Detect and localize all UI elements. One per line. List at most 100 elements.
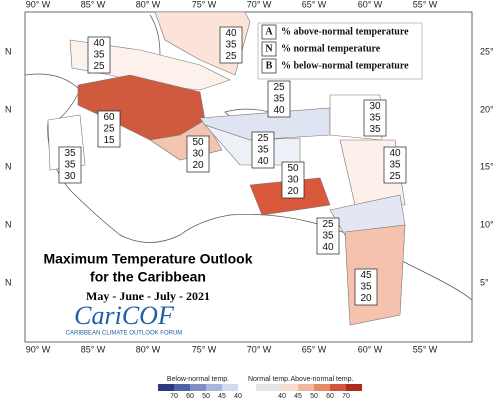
region-value: 25 [225, 51, 237, 62]
lon-label: 90° W [26, 344, 51, 354]
region-value: 40 [389, 148, 401, 159]
lon-label: 80° W [136, 344, 161, 354]
region-box [281, 161, 305, 199]
title: for the Caribbean [90, 269, 206, 285]
lat-label: N [5, 104, 12, 114]
colorbar-tick: 40 [234, 393, 242, 400]
region-value: 25 [93, 61, 105, 72]
key-letter: N [265, 43, 273, 54]
region-value: 30 [369, 101, 381, 112]
lat-label: 25° [480, 46, 494, 56]
region-value: 25 [103, 124, 115, 135]
region-value: 50 [192, 137, 204, 148]
region-value: 35 [257, 145, 269, 156]
lon-label: 60° W [358, 344, 383, 354]
lon-label: 75° W [192, 344, 217, 354]
region-value: 30 [287, 175, 299, 186]
region-value: 35 [369, 113, 381, 124]
region-value: 25 [257, 133, 269, 144]
colorbar: Below-normal temp. Normal temp. Above-norm… [158, 376, 362, 400]
region-value: 20 [192, 160, 204, 171]
region-value: 40 [93, 38, 105, 49]
colorbar-swatch [298, 384, 314, 391]
region-value: 35 [369, 124, 381, 135]
key-box [257, 22, 423, 80]
colorbar-tick: 45 [294, 393, 302, 400]
key-text: % above-normal temperature [281, 26, 409, 37]
lat-label: N [5, 46, 12, 56]
lon-label: 75° W [192, 0, 217, 9]
region-box [251, 131, 275, 169]
colorbar-swatch [346, 384, 362, 391]
logo: CariCOF [74, 301, 175, 330]
region-value: 45 [360, 270, 372, 281]
key-letter-box [261, 24, 277, 40]
lon-label: 80° W [136, 0, 161, 9]
region-value: 25 [322, 219, 334, 230]
region-value: 40 [273, 105, 285, 116]
region-value: 30 [64, 171, 76, 182]
region-value: 40 [322, 242, 334, 253]
colorbar-swatch [282, 384, 298, 391]
colorbar-label: Normal temp. [248, 376, 290, 383]
region-value: 35 [273, 94, 285, 105]
colorbar-tick: 60 [186, 393, 194, 400]
region-value: 35 [64, 160, 76, 171]
lon-label: 70° W [247, 344, 272, 354]
region-value: 20 [287, 186, 299, 197]
colorbar-swatch [256, 384, 282, 391]
key-text: % below-normal temperature [281, 60, 409, 71]
lon-label: 55° W [413, 0, 438, 9]
colorbar-tick: 45 [218, 393, 226, 400]
lat-label: N [5, 161, 12, 171]
key [257, 22, 423, 80]
colorbar-swatch [190, 384, 206, 391]
lat-label: 20° [480, 104, 494, 114]
lon-label: 70° W [247, 0, 272, 9]
lat-label: N [5, 277, 12, 287]
region-box [316, 217, 340, 255]
region-value: 40 [225, 28, 237, 39]
colorbar-tick: 60 [326, 393, 334, 400]
lat-label: 5° [480, 277, 489, 287]
region-box [219, 26, 243, 64]
colorbar-tick: 40 [278, 393, 286, 400]
region-value: 15 [103, 135, 115, 146]
region-value: 35 [389, 160, 401, 171]
region-box [186, 135, 210, 173]
lon-label: 65° W [302, 344, 327, 354]
colorbar-swatch [330, 384, 346, 391]
colorbar-swatch [174, 384, 190, 391]
region-box [87, 36, 111, 74]
region-box [354, 268, 378, 306]
region-area [199, 107, 331, 141]
lon-label: 85° W [81, 0, 106, 9]
region-box [267, 80, 291, 118]
region-value: 25 [389, 171, 401, 182]
region-value: 20 [360, 293, 372, 304]
colorbar-tick: 70 [342, 393, 350, 400]
region-value: 35 [322, 231, 334, 242]
colorbar-tick: 50 [202, 393, 210, 400]
region-value: 35 [225, 40, 237, 51]
lat-label: 15° [480, 161, 494, 171]
region-box [363, 99, 387, 137]
key-letter-box [261, 41, 277, 57]
key-letter-box [261, 58, 277, 74]
colorbar-swatch [314, 384, 330, 391]
title: Maximum Temperature Outlook [43, 251, 252, 267]
region-value: 35 [64, 148, 76, 159]
region-box [383, 146, 407, 184]
colorbar-swatch [158, 384, 174, 391]
key-text: % normal temperature [281, 43, 381, 54]
region-box [97, 110, 121, 148]
lon-label: 55° W [413, 344, 438, 354]
lon-label: 60° W [358, 0, 383, 9]
colorbar-label: Below-normal temp. [167, 376, 229, 383]
key-letter: A [265, 26, 273, 37]
region-value: 35 [360, 282, 372, 293]
colorbar-swatch [222, 384, 238, 391]
region-box [58, 146, 82, 184]
